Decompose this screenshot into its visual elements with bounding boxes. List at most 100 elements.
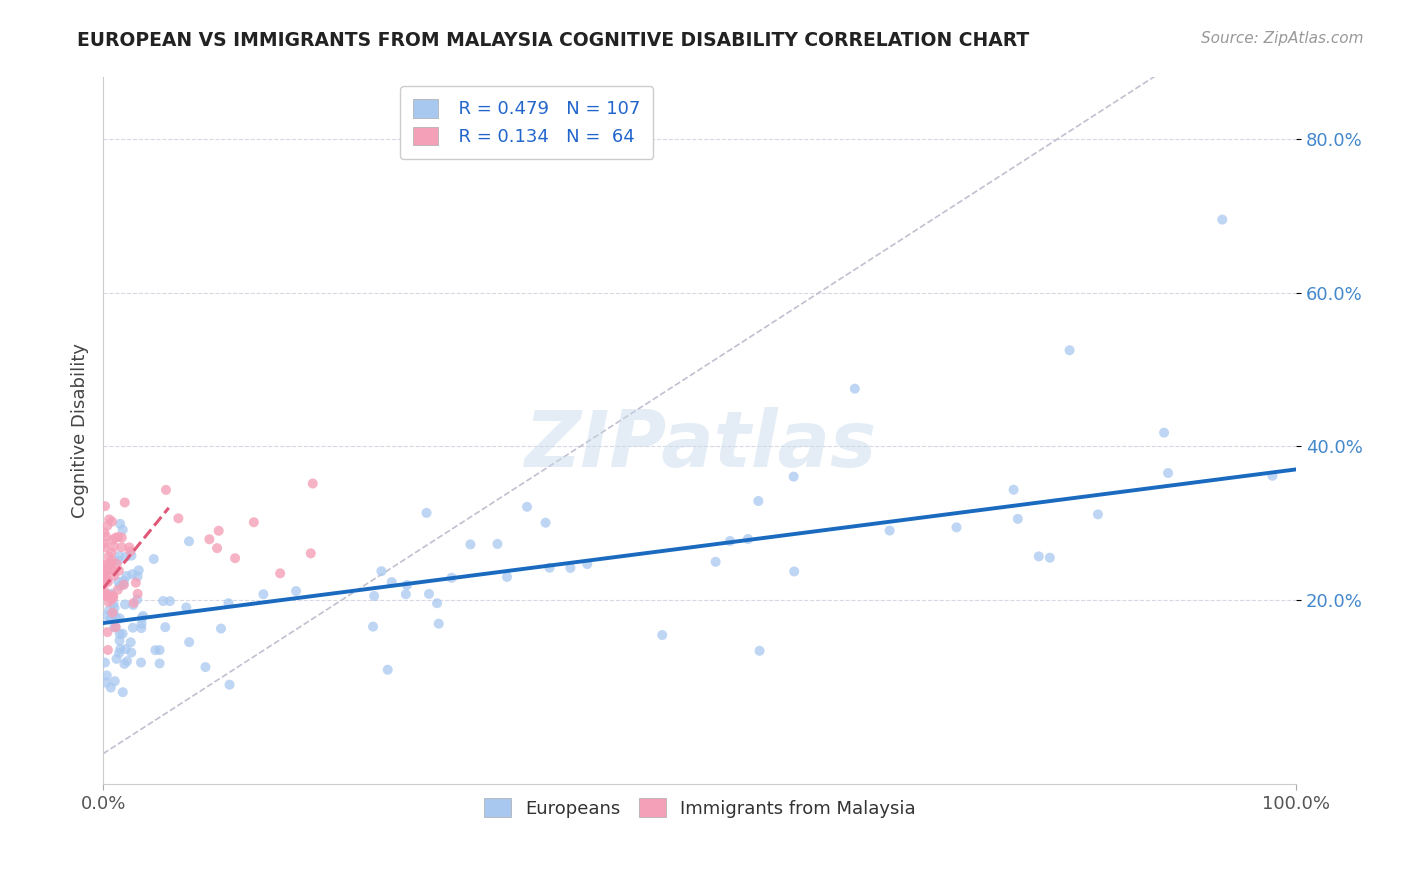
Point [114,495,136,509]
Point [538,560,561,574]
Point [651,628,673,642]
Point [218,678,240,692]
Text: ZIPatlas: ZIPatlas [523,407,876,483]
Point [94,564,117,578]
Point [177,534,200,549]
Point [120,646,142,660]
Point [96,668,118,682]
Point [107,582,129,597]
Point [783,565,806,579]
Point [127,569,149,583]
Point [93,536,115,550]
Point [101,515,124,529]
Text: EUROPEAN VS IMMIGRANTS FROM MALAYSIA COGNITIVE DISABILITY CORRELATION CHART: EUROPEAN VS IMMIGRANTS FROM MALAYSIA COG… [77,31,1029,50]
Point [104,620,127,634]
Point [269,566,291,581]
Point [103,597,125,611]
Point [1007,512,1029,526]
Point [94,541,117,555]
Point [224,551,246,566]
Point [100,610,122,624]
Point [114,598,136,612]
Legend: Europeans, Immigrants from Malaysia: Europeans, Immigrants from Malaysia [477,791,922,825]
Point [103,540,125,554]
Point [94,588,117,602]
Point [122,596,145,610]
Point [208,524,231,538]
Point [121,621,143,635]
Point [243,515,266,529]
Point [125,575,148,590]
Point [96,608,118,623]
Point [115,654,138,668]
Point [205,541,228,556]
Point [100,681,122,695]
Point [107,574,129,589]
Point [418,587,440,601]
Point [97,603,120,617]
Point [103,607,125,622]
Point [217,596,239,610]
Point [879,524,901,538]
Point [132,609,155,624]
Point [94,499,117,513]
Point [100,563,122,577]
Point [111,540,134,554]
Point [516,500,538,514]
Point [103,607,125,622]
Point [381,575,404,590]
Point [1028,549,1050,564]
Point [93,588,115,602]
Point [104,674,127,689]
Point [560,561,582,575]
Point [737,532,759,546]
Point [496,570,519,584]
Point [101,606,124,620]
Point [120,635,142,649]
Point [155,483,177,497]
Point [107,530,129,544]
Point [844,382,866,396]
Point [100,561,122,575]
Point [1087,508,1109,522]
Point [142,552,165,566]
Point [122,598,145,612]
Y-axis label: Cognitive Disability: Cognitive Disability [72,343,89,518]
Point [112,578,135,592]
Point [108,516,131,531]
Point [94,574,117,588]
Point [174,600,197,615]
Point [100,588,122,602]
Point [108,627,131,641]
Point [105,652,128,666]
Point [131,621,153,635]
Point [149,643,172,657]
Point [108,646,131,660]
Point [128,563,150,577]
Point [107,553,129,567]
Point [747,494,769,508]
Point [748,644,770,658]
Point [120,549,142,563]
Point [97,574,120,589]
Point [96,588,118,602]
Point [97,549,120,564]
Point [440,571,463,585]
Point [704,555,727,569]
Point [194,660,217,674]
Point [110,642,132,657]
Point [209,622,232,636]
Point [782,469,804,483]
Point [100,587,122,601]
Point [377,663,399,677]
Point [486,537,509,551]
Point [96,573,118,587]
Point [460,537,482,551]
Point [100,556,122,570]
Point [114,549,136,564]
Point [363,589,385,603]
Point [93,567,115,582]
Point [94,529,117,543]
Point [108,549,131,563]
Point [115,569,138,583]
